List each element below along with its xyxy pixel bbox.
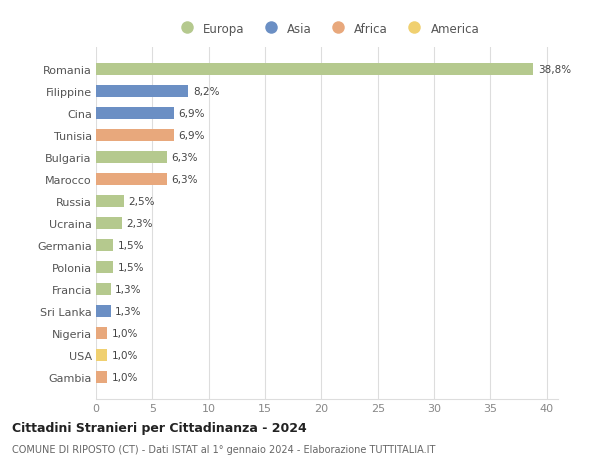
Bar xyxy=(96,371,107,383)
Bar xyxy=(96,262,113,274)
Bar xyxy=(96,152,167,164)
Bar xyxy=(96,240,113,252)
Bar xyxy=(96,108,174,120)
Bar xyxy=(96,174,167,186)
Bar xyxy=(96,130,174,142)
Text: 1,3%: 1,3% xyxy=(115,285,142,295)
Bar xyxy=(96,218,122,230)
Text: Cittadini Stranieri per Cittadinanza - 2024: Cittadini Stranieri per Cittadinanza - 2… xyxy=(12,421,307,434)
Text: 1,0%: 1,0% xyxy=(112,329,138,338)
Bar xyxy=(96,349,107,361)
Text: 1,5%: 1,5% xyxy=(118,241,144,251)
Text: 2,3%: 2,3% xyxy=(127,219,153,229)
Text: 1,0%: 1,0% xyxy=(112,372,138,382)
Bar xyxy=(96,306,110,318)
Text: 8,2%: 8,2% xyxy=(193,87,220,97)
Text: 6,9%: 6,9% xyxy=(178,109,205,119)
Bar xyxy=(96,64,533,76)
Text: 1,5%: 1,5% xyxy=(118,263,144,273)
Legend: Europa, Asia, Africa, America: Europa, Asia, Africa, America xyxy=(171,19,483,39)
Bar xyxy=(96,327,107,340)
Text: 38,8%: 38,8% xyxy=(538,65,571,75)
Text: 1,3%: 1,3% xyxy=(115,307,142,317)
Text: 6,3%: 6,3% xyxy=(172,175,198,185)
Bar xyxy=(96,196,124,208)
Bar xyxy=(96,86,188,98)
Text: 6,3%: 6,3% xyxy=(172,153,198,163)
Text: 1,0%: 1,0% xyxy=(112,350,138,360)
Text: 2,5%: 2,5% xyxy=(128,197,155,207)
Bar xyxy=(96,284,110,296)
Text: COMUNE DI RIPOSTO (CT) - Dati ISTAT al 1° gennaio 2024 - Elaborazione TUTTITALIA: COMUNE DI RIPOSTO (CT) - Dati ISTAT al 1… xyxy=(12,444,436,454)
Text: 6,9%: 6,9% xyxy=(178,131,205,141)
